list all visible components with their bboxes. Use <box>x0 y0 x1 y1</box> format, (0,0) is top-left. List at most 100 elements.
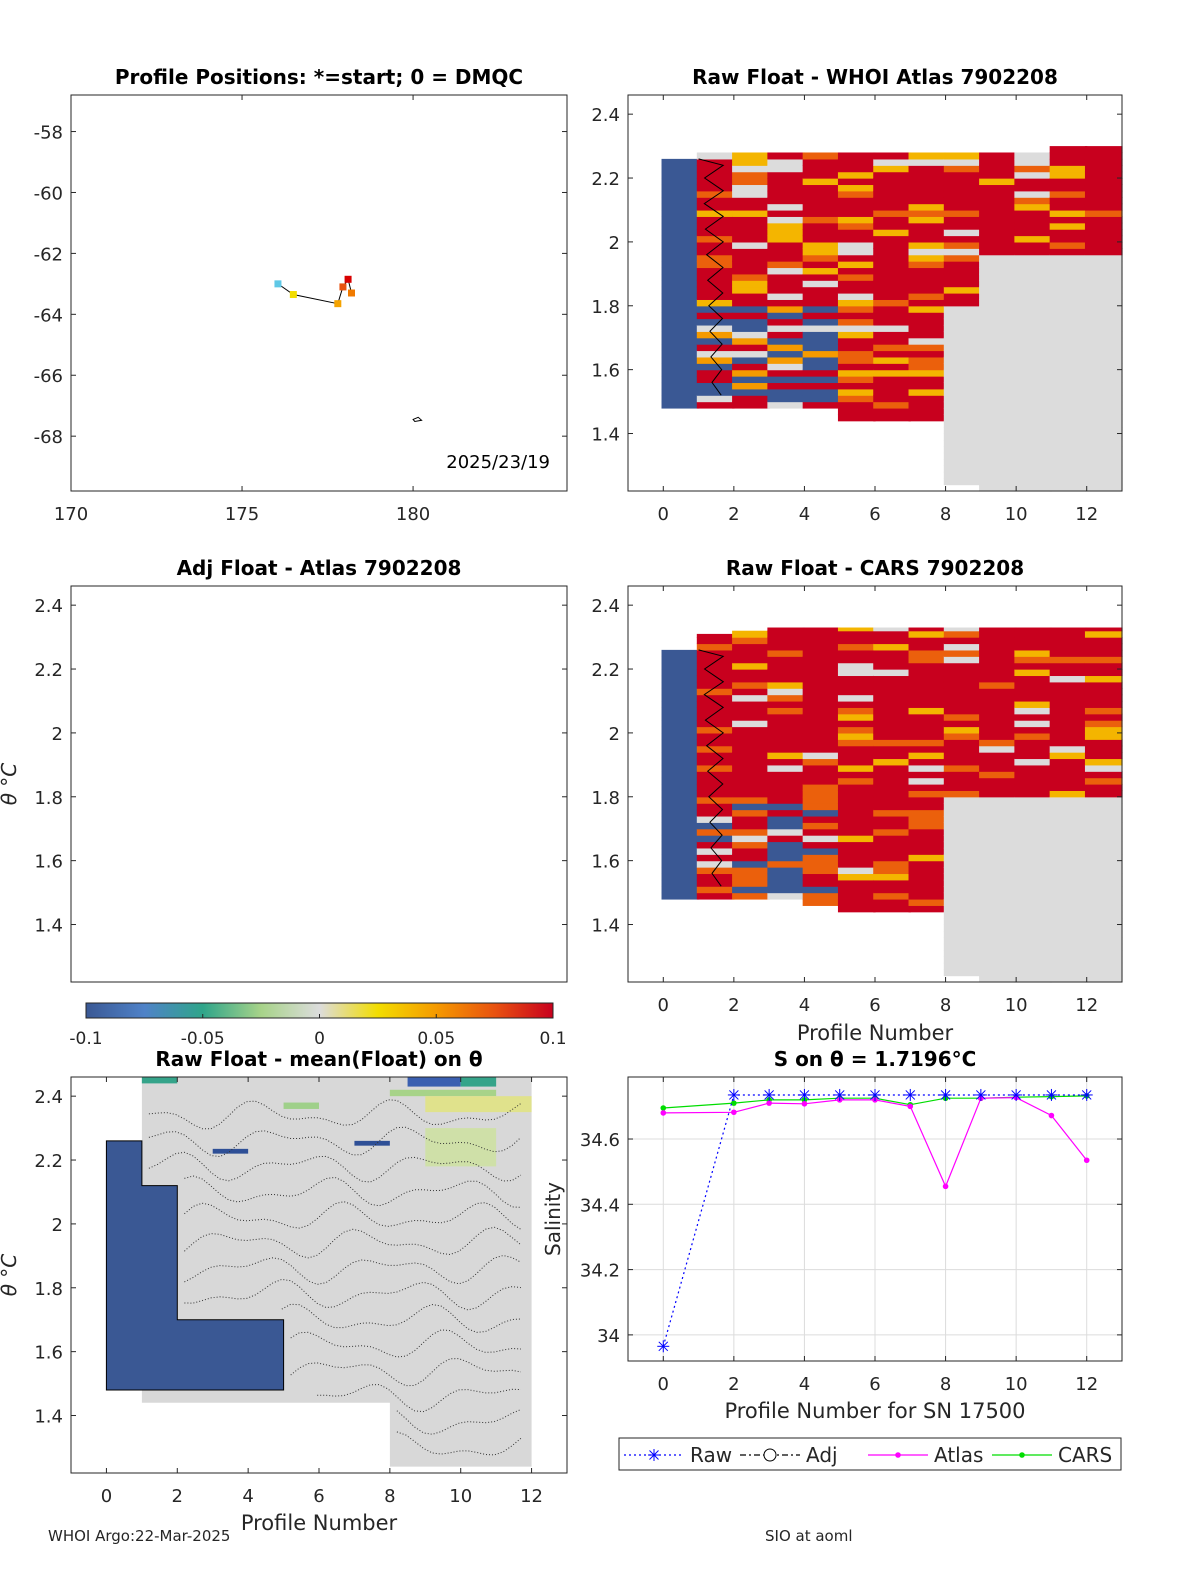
raw-cars-cell <box>767 860 806 868</box>
raw-cars-cell <box>1014 841 1053 849</box>
raw-cars-cell <box>908 860 947 868</box>
raw-atlas-cell <box>1049 395 1088 403</box>
raw-atlas-cell <box>802 158 841 166</box>
raw-atlas-cell <box>732 331 770 339</box>
raw-cars-cell <box>1049 777 1088 785</box>
raw-cars-cell <box>908 627 947 632</box>
raw-atlas-cell <box>1084 414 1123 422</box>
raw-atlas-cell <box>943 171 982 179</box>
raw-cars-cell <box>1049 803 1088 811</box>
raw-cars-cell <box>767 675 806 683</box>
raw-atlas-cell <box>873 299 911 307</box>
raw-cars-cell <box>1014 745 1053 753</box>
series-point-cars <box>660 1105 667 1111</box>
raw-cars-cell <box>802 790 841 798</box>
raw-atlas-cell <box>732 337 770 345</box>
raw-cars-cell <box>1014 796 1053 804</box>
raw-cars-ytick-label: 2 <box>609 724 620 745</box>
raw-atlas-cell <box>837 369 876 377</box>
raw-atlas-cell <box>802 388 841 396</box>
raw-atlas-cell <box>732 388 770 396</box>
raw-mean-ticks: 0 2 4 6 8 10 12 2.4 2.2 2 1.8 1.6 1.4 <box>34 1077 567 1507</box>
raw-cars-cell <box>802 681 841 689</box>
raw-cars-cell <box>943 822 982 830</box>
raw-atlas-cell <box>696 305 735 313</box>
raw-cars-cell <box>802 707 841 715</box>
raw-cars-cell <box>837 777 876 785</box>
raw-cars-cell <box>837 860 876 868</box>
raw-atlas-cell <box>873 388 911 396</box>
raw-cars-cell <box>979 630 1017 638</box>
raw-cars-cell <box>908 752 947 760</box>
raw-cars-cell <box>661 758 700 766</box>
raw-atlas-cell <box>908 344 947 352</box>
raw-atlas-cell <box>661 267 700 275</box>
mean-anomaly-cell <box>389 1089 497 1097</box>
raw-cars-cell <box>908 688 947 696</box>
raw-atlas-cell <box>1084 478 1123 486</box>
raw-cars-cell <box>696 688 735 696</box>
raw-cars-cell <box>767 694 806 702</box>
raw-atlas-cell <box>661 286 700 294</box>
raw-atlas-cell <box>767 331 806 339</box>
raw-cars-cell <box>1084 739 1123 747</box>
raw-atlas-cell <box>837 235 876 243</box>
raw-cars-cell <box>661 752 700 760</box>
raw-mean-ytick-label: 1.8 <box>34 1279 63 1300</box>
raw-cars-cell <box>732 700 770 708</box>
raw-atlas-cell <box>1084 312 1123 320</box>
raw-cars-cell <box>1049 720 1088 728</box>
raw-cars-cell <box>1084 956 1123 964</box>
raw-cars-cell <box>1084 627 1123 632</box>
raw-atlas-cell <box>908 305 947 313</box>
raw-atlas-cell <box>979 350 1017 358</box>
raw-cars-cell <box>802 803 841 811</box>
raw-atlas-cell <box>837 388 876 396</box>
raw-atlas-cell <box>1084 324 1123 332</box>
raw-cars-cell <box>1014 835 1053 843</box>
raw-cars-cell <box>979 637 1017 645</box>
raw-atlas-cell <box>732 241 770 249</box>
raw-cars-cell <box>1084 726 1123 734</box>
raw-atlas-cell <box>767 178 806 186</box>
raw-atlas-cell <box>837 261 876 269</box>
raw-atlas-cell <box>802 369 841 377</box>
raw-atlas-cell <box>802 216 841 224</box>
raw-atlas-cell <box>1084 356 1123 364</box>
raw-cars-cell <box>1049 809 1088 817</box>
raw-cars-cell <box>696 713 735 721</box>
raw-atlas-cell <box>979 165 1017 173</box>
raw-atlas-cell <box>873 273 911 281</box>
mean-dotted-contour <box>184 1226 522 1259</box>
raw-cars-cell <box>1014 688 1053 696</box>
raw-atlas-cell <box>1014 446 1053 454</box>
raw-atlas-cell <box>1084 216 1123 224</box>
raw-cars-cell <box>873 713 911 721</box>
raw-atlas-cell <box>1014 184 1053 192</box>
raw-cars-cell <box>1014 758 1053 766</box>
raw-cars-cell <box>661 662 700 670</box>
raw-cars-cell <box>767 822 806 830</box>
raw-cars-cell <box>1049 796 1088 804</box>
series-point-raw <box>833 1088 846 1101</box>
raw-atlas-cell <box>837 312 876 320</box>
raw-cars-cell <box>1049 784 1088 791</box>
raw-atlas-cell <box>1049 350 1088 358</box>
raw-atlas-cell <box>1084 203 1123 211</box>
legend-label-adj: Adj <box>806 1443 838 1467</box>
raw-cars-cell <box>837 732 876 740</box>
raw-atlas-cell <box>802 184 841 192</box>
raw-atlas-cell <box>908 248 947 256</box>
raw-cars-cell <box>873 700 911 708</box>
raw-atlas-cell <box>979 427 1017 435</box>
raw-cars-cell <box>979 867 1017 875</box>
positions-ytick-label: -66 <box>34 366 63 387</box>
track-line <box>277 278 352 305</box>
raw-atlas-cell <box>802 261 841 269</box>
raw-cars-cell <box>943 777 982 785</box>
raw-cars-cell <box>908 643 947 651</box>
raw-cars-cell <box>873 637 911 645</box>
raw-cars-cell <box>943 637 982 645</box>
raw-cars-cell <box>908 726 947 734</box>
raw-atlas-cell <box>661 363 700 371</box>
